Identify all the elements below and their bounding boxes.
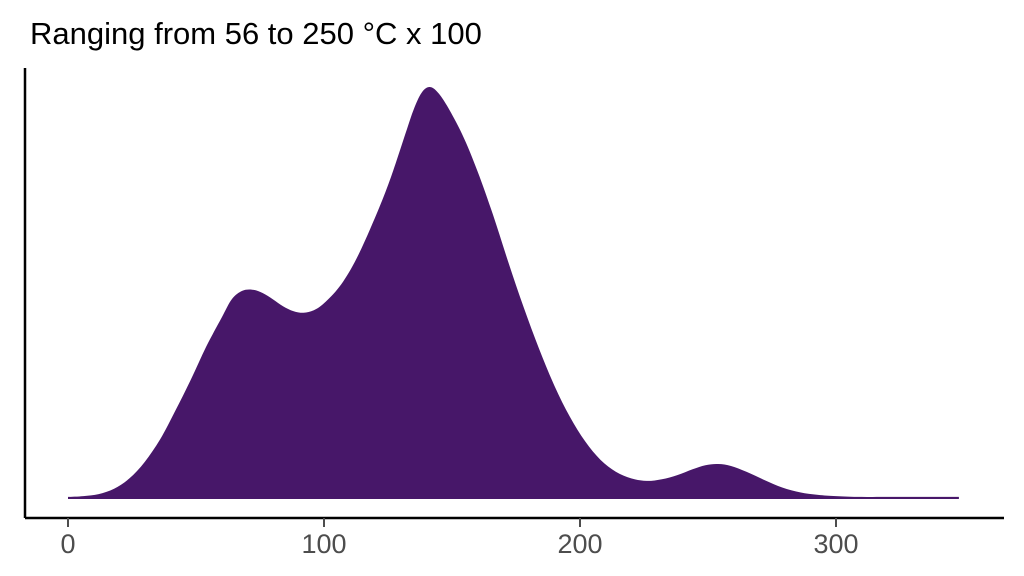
x-axis-labels: 0 100 200 300	[60, 529, 858, 559]
axes	[23, 68, 1004, 527]
x-axis-tick-marks	[67, 518, 837, 527]
chart-title: Ranging from 56 to 250 °C x 100	[30, 16, 482, 51]
x-tick-label: 200	[557, 529, 602, 559]
x-tick-label: 300	[813, 529, 858, 559]
x-tick-label: 100	[301, 529, 346, 559]
x-tick-label: 0	[60, 529, 75, 559]
density-area	[68, 86, 959, 499]
